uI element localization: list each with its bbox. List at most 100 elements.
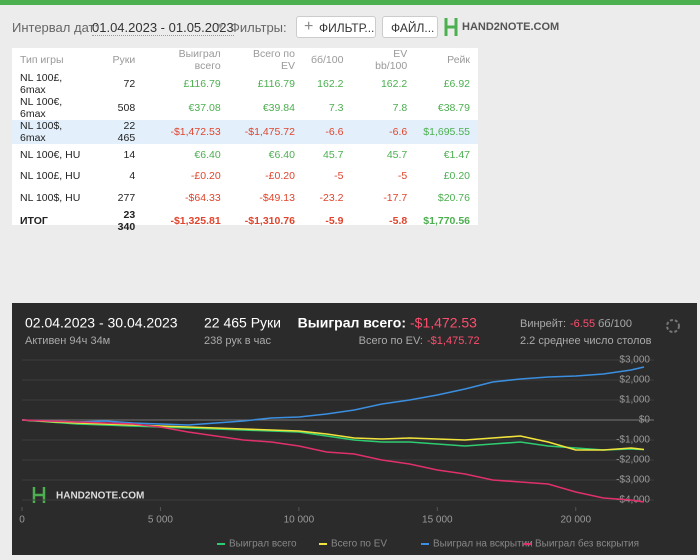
date-label: Интервал дат: bbox=[12, 20, 99, 35]
x-tick-label: 0 bbox=[19, 515, 25, 526]
table-cell: -$1,472.53 bbox=[143, 120, 229, 144]
table-cell: €1.47 bbox=[443, 148, 470, 161]
hands: 22 465 Руки bbox=[204, 315, 281, 331]
table-cell: £6.92 bbox=[443, 78, 470, 90]
plus-icon: + bbox=[304, 18, 314, 35]
y-tick-label: $2,000 bbox=[619, 375, 650, 386]
y-tick-label: -$3,000 bbox=[616, 475, 650, 486]
table-cell: 14 bbox=[123, 148, 136, 161]
period: 02.04.2023 - 30.04.2023 bbox=[25, 315, 178, 331]
y-tick-label: -$2,000 bbox=[616, 455, 650, 466]
watermark-icon bbox=[32, 487, 46, 503]
table-cell: -5 bbox=[397, 170, 408, 183]
series-line bbox=[21, 419, 645, 503]
x-tick-label: 5 000 bbox=[148, 515, 173, 526]
winrate-label: Винрейт: bbox=[520, 318, 566, 330]
table-cell: 45.7 bbox=[386, 148, 408, 161]
table-cell: -$1,475.72 bbox=[228, 120, 303, 144]
table-cell: -$64.33 bbox=[185, 191, 221, 204]
table-row: ИТОГ 23 340 -$1,325.81 -$1,310.76 -5.9 -5.8 $1… bbox=[12, 209, 478, 233]
series-line bbox=[21, 366, 645, 426]
winrate-value: -6.55 bbox=[570, 318, 595, 330]
series-line bbox=[21, 419, 645, 451]
table-cell: -6.6 bbox=[302, 120, 352, 144]
watermark: HAND2NOTE.COM bbox=[56, 491, 144, 502]
column-header: EV bb/100 bbox=[375, 48, 408, 72]
filter-button[interactable]: ФИЛЬТР... bbox=[296, 16, 376, 38]
table-cell: -£0.20 bbox=[265, 170, 295, 183]
table-cell: 7.3 bbox=[328, 102, 344, 114]
column-header: Всего по EV bbox=[252, 48, 295, 72]
series-line bbox=[21, 419, 645, 451]
table-cell: NL 100$, HU bbox=[20, 191, 81, 204]
table-row: NL 100€, HU 14 €6.40 €6.40 45.7 45.7 €1.47 bbox=[12, 144, 478, 166]
column-header: Рейк bbox=[447, 54, 470, 66]
table-row: NL 100$, 6max 22 465 -$1,472.53 -$1,475.72-… bbox=[12, 120, 478, 144]
column-header: Выиграл всего bbox=[178, 48, 221, 72]
file-button[interactable]: ФАЙЛ... bbox=[382, 16, 438, 38]
chart-panel: 02.04.2023 - 30.04.2023 Активен 94ч 34м … bbox=[12, 303, 697, 555]
table-cell: -17.7 bbox=[383, 191, 408, 204]
table-cell: -$49.13 bbox=[259, 191, 295, 204]
table-cell: $20.76 bbox=[437, 191, 470, 204]
column-header: бб/100 bbox=[310, 54, 344, 66]
table-cell: €6.40 bbox=[268, 148, 295, 161]
date-caret[interactable]: ▼ bbox=[216, 21, 225, 31]
table-cell: £116.79 bbox=[257, 78, 295, 90]
table-cell: ИТОГ bbox=[20, 214, 48, 227]
table-cell: -5 bbox=[334, 170, 344, 183]
table-cell: 7.8 bbox=[392, 102, 408, 114]
legend-label: Выиграл без вскрытия bbox=[535, 538, 639, 550]
table-cell: €39.84 bbox=[262, 102, 295, 114]
table-cell: -5.8 bbox=[389, 214, 408, 227]
table-cell: -£0.20 bbox=[190, 170, 221, 183]
column-header: Руки bbox=[112, 54, 136, 66]
active-time: Активен 94ч 34м bbox=[25, 335, 110, 347]
settings-icon[interactable] bbox=[666, 319, 680, 333]
table-cell: -$1,310.76 bbox=[244, 214, 295, 227]
legend-label: Всего по EV bbox=[331, 539, 387, 550]
table-cell: NL 100$, 6max bbox=[12, 120, 96, 144]
table-row: NL 100$, HU 277 -$64.33 -$49.13 -23.2 -17.7 $2… bbox=[12, 187, 478, 209]
table-cell: 72 bbox=[123, 78, 136, 90]
table-cell: €37.08 bbox=[188, 102, 221, 114]
table-cell: -6.6 bbox=[351, 120, 416, 144]
winrate-unit: бб/100 bbox=[598, 318, 632, 330]
logo-icon bbox=[444, 18, 458, 36]
legend-label: Выиграл всего bbox=[229, 539, 297, 550]
won-value: -$1,472.53 bbox=[410, 315, 477, 331]
table-cell: £116.79 bbox=[183, 78, 221, 90]
table-cell: €38.79 bbox=[437, 102, 470, 114]
table-cell: £0.20 bbox=[443, 170, 470, 183]
y-tick-label: $1,000 bbox=[619, 395, 650, 406]
table-cell: 4 bbox=[129, 170, 136, 183]
table-cell: 22 465 bbox=[95, 120, 144, 144]
x-tick-label: 20 000 bbox=[560, 515, 591, 526]
table-cell: 508 bbox=[117, 102, 136, 114]
ev-value: -$1,475.72 bbox=[427, 335, 480, 347]
table-cell: NL 100£, 6max bbox=[20, 72, 63, 96]
stats-table: Тип игры Руки Выиграл всего Всего по EV бб/1… bbox=[12, 48, 478, 233]
top-strip bbox=[0, 0, 700, 5]
legend-label: Выиграл на вскрытии bbox=[433, 539, 533, 550]
chart: 02.04.2023 - 30.04.2023 Активен 94ч 34м … bbox=[19, 315, 680, 550]
y-tick-label: $3,000 bbox=[619, 355, 650, 366]
table-cell: 162.2 bbox=[317, 78, 344, 90]
x-tick-label: 15 000 bbox=[422, 515, 453, 526]
table-cell: 162.2 bbox=[380, 78, 408, 90]
table-row: NL 100£, HU 4 -£0.20 -£0.20 -5 -5 £0.20 bbox=[12, 166, 478, 188]
date-range[interactable]: 01.04.2023 - 01.05.2023 bbox=[92, 20, 234, 36]
table-cell: $1,770.56 bbox=[423, 214, 470, 227]
column-header: Тип игры bbox=[20, 54, 64, 66]
table-row: NL 100€, 6max 508 €37.08 €39.84 7.3 7.8 €38.79 bbox=[12, 96, 478, 120]
stats-table-box: Тип игры Руки Выиграл всего Всего по EV бб/1… bbox=[12, 48, 478, 233]
header-row: Тип игры Руки Выиграл всего Всего по EV бб/1… bbox=[12, 48, 478, 72]
table-cell: 277 bbox=[117, 191, 136, 204]
x-tick-label: 10 000 bbox=[284, 515, 315, 526]
y-tick-label: $0 bbox=[639, 415, 651, 426]
table-cell: NL 100€, HU bbox=[20, 148, 81, 161]
ev-label: Всего по EV: bbox=[359, 335, 423, 347]
table-cell: NL 100€, 6max bbox=[20, 96, 63, 120]
table-cell: €6.40 bbox=[194, 148, 221, 161]
